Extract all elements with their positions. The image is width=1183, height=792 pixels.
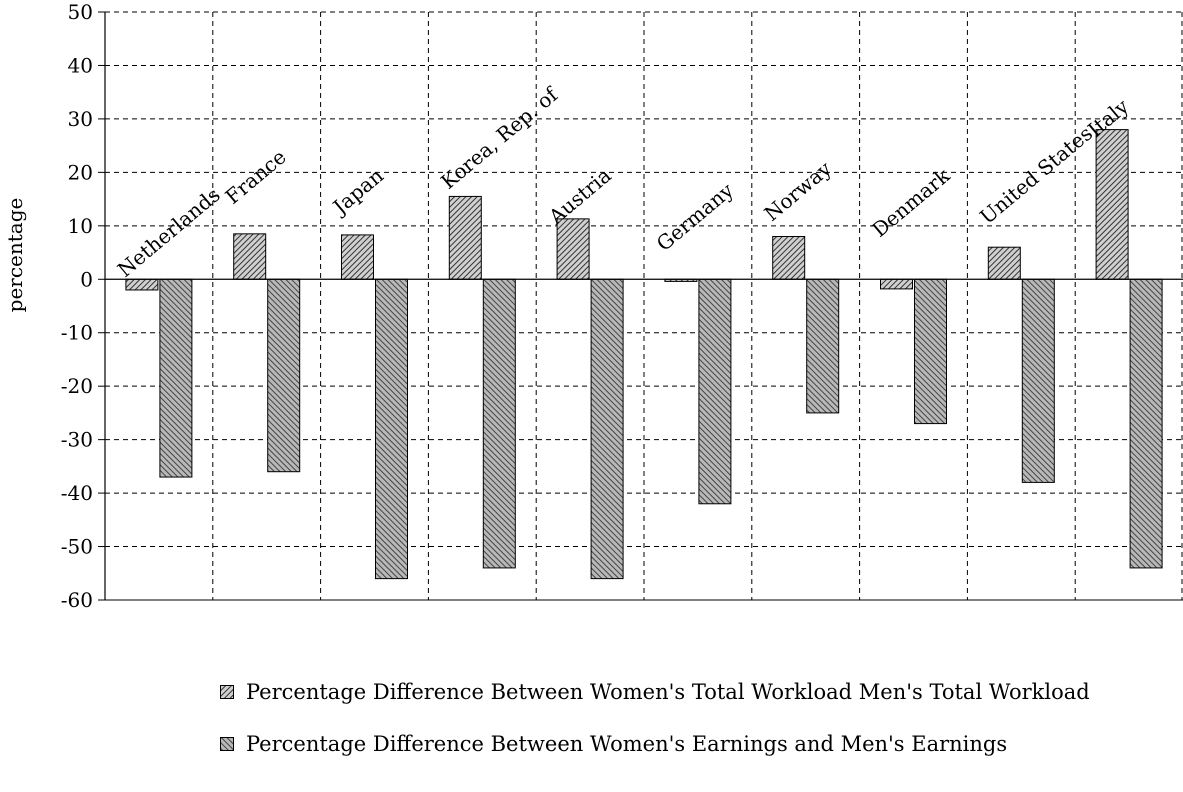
- bar-workload-4: [556, 218, 590, 280]
- legend-item-workload: Percentage Difference Between Women's To…: [218, 676, 1118, 708]
- y-tick-label: 40: [68, 53, 93, 77]
- bar-earnings-4: [590, 278, 624, 580]
- bar-earnings-1: [267, 278, 301, 473]
- y-tick-label: 50: [68, 0, 93, 24]
- legend-label-earnings: Percentage Difference Between Women's Ea…: [246, 732, 1008, 756]
- bar-earnings-9: [1129, 278, 1163, 569]
- y-tick-label: 20: [68, 160, 93, 184]
- legend: Percentage Difference Between Women's To…: [218, 676, 1118, 780]
- y-tick-label: -10: [61, 321, 93, 345]
- bar-earnings-2: [375, 278, 408, 580]
- bar-workload-0: [125, 278, 159, 291]
- axes: [98, 11, 1183, 601]
- bar-earnings-7: [914, 278, 947, 425]
- y-tick-label: -60: [61, 588, 93, 612]
- bar-earnings-8: [1021, 278, 1055, 483]
- legend-swatch-workload: [220, 685, 234, 699]
- bar-workload-3: [448, 195, 482, 280]
- y-tick-label: -20: [61, 374, 93, 398]
- legend-label-workload: Percentage Difference Between Women's To…: [246, 680, 1090, 704]
- y-tick-label: -50: [61, 535, 93, 559]
- category-label: Netherlands: [113, 183, 225, 282]
- category-label: United States: [975, 121, 1097, 229]
- bar-earnings-6: [806, 278, 840, 414]
- bar-earnings-5: [698, 278, 732, 505]
- category-label: Norway: [760, 156, 837, 226]
- grid: [105, 11, 1183, 601]
- category-label: Germany: [652, 178, 739, 256]
- bar-workload-1: [233, 233, 267, 280]
- y-tick-label: 10: [68, 214, 93, 238]
- bar-workload-7: [880, 278, 913, 290]
- bar-workload-8: [987, 246, 1021, 280]
- y-tick-label: -30: [61, 428, 93, 452]
- category-label: Korea, Rep. of: [436, 82, 563, 194]
- y-tick-label: 30: [68, 107, 93, 131]
- category-label: France: [221, 145, 291, 209]
- legend-item-earnings: Percentage Difference Between Women's Ea…: [218, 728, 1118, 760]
- legend-swatch-earnings: [220, 737, 234, 751]
- bars: [125, 129, 1163, 580]
- bar-workload-6: [772, 236, 806, 280]
- y-tick-label: 0: [80, 267, 93, 291]
- category-label: Denmark: [867, 163, 955, 242]
- bar-workload-9: [1095, 129, 1129, 280]
- y-axis-label: percentage: [3, 198, 27, 313]
- bar-earnings-0: [159, 278, 193, 478]
- bar-workload-2: [341, 234, 374, 280]
- bar-earnings-3: [482, 278, 516, 569]
- y-tick-label: -40: [61, 481, 93, 505]
